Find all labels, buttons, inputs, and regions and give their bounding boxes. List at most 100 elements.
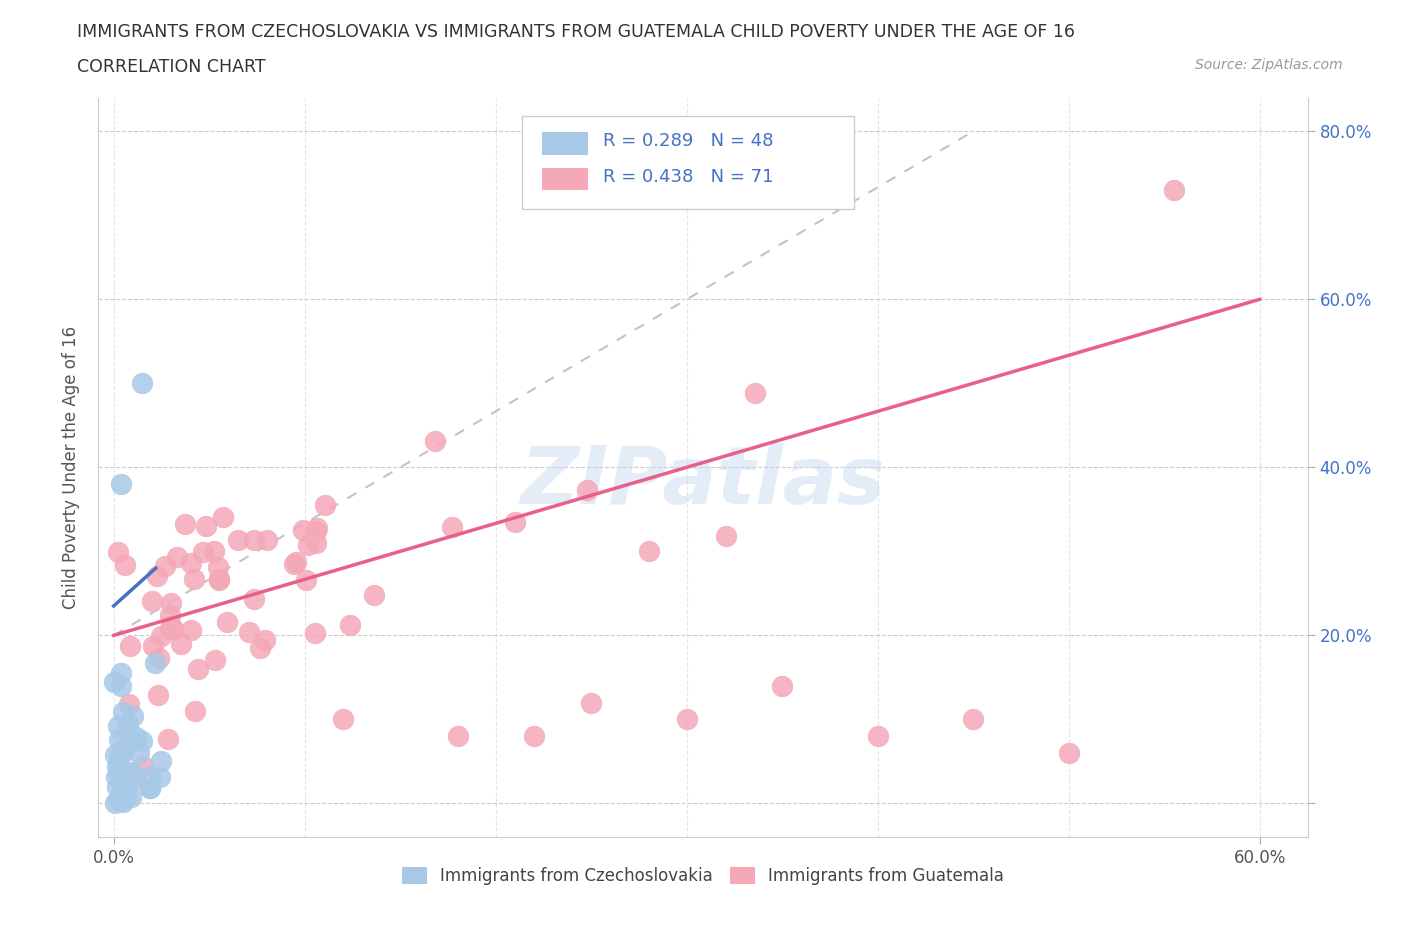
Point (1057, 746, 1080, 761)
Point (297, 538, 319, 552)
Point (423, 433, 446, 448)
Point (314, 498, 336, 512)
Point (107, 791, 129, 806)
Point (111, 782, 134, 797)
FancyBboxPatch shape (522, 116, 855, 208)
Point (283, 556, 305, 571)
Point (110, 678, 132, 693)
Point (120, 639, 142, 654)
Point (217, 615, 239, 630)
Point (108, 793, 131, 808)
Point (105, 758, 128, 773)
Point (105, 779, 128, 794)
Point (108, 764, 131, 779)
Point (120, 790, 142, 804)
Point (174, 516, 197, 531)
Point (114, 764, 136, 779)
Point (962, 712, 984, 727)
Point (226, 533, 249, 548)
Point (115, 770, 138, 785)
Point (238, 625, 260, 640)
Point (112, 774, 135, 789)
Legend: Immigrants from Czechoslovakia, Immigrants from Guatemala: Immigrants from Czechoslovakia, Immigran… (395, 860, 1011, 892)
Point (156, 731, 179, 746)
Text: R = 0.438   N = 71: R = 0.438 N = 71 (603, 167, 773, 186)
Point (446, 729, 468, 744)
Point (120, 728, 142, 743)
Point (124, 768, 146, 783)
Point (150, 753, 173, 768)
Point (211, 509, 233, 524)
Point (128, 746, 150, 761)
Point (770, 678, 793, 693)
Point (187, 661, 209, 676)
Point (112, 778, 135, 793)
Point (150, 628, 173, 643)
Point (305, 524, 328, 538)
Point (503, 515, 526, 530)
Point (170, 636, 193, 651)
Point (160, 618, 183, 633)
Point (339, 618, 361, 632)
Y-axis label: Child Poverty Under the Age of 16: Child Poverty Under the Age of 16 (62, 326, 80, 609)
Point (292, 523, 315, 538)
Point (104, 748, 127, 763)
Point (159, 608, 181, 623)
Point (114, 739, 136, 754)
Point (332, 712, 354, 727)
Point (122, 773, 145, 788)
Point (112, 794, 135, 809)
Point (1163, 182, 1185, 197)
Point (110, 789, 132, 804)
Point (866, 729, 889, 744)
Point (104, 796, 127, 811)
Point (183, 571, 205, 586)
Point (576, 482, 599, 497)
Point (305, 521, 328, 536)
Point (139, 769, 162, 784)
Point (304, 626, 326, 641)
Point (143, 655, 166, 670)
Text: ZIPatlas: ZIPatlas (520, 443, 886, 521)
Point (131, 376, 153, 391)
Bar (543, 132, 588, 154)
Point (305, 536, 328, 551)
Point (441, 520, 464, 535)
Point (122, 709, 145, 724)
Point (159, 621, 181, 636)
Text: Source: ZipAtlas.com: Source: ZipAtlas.com (1195, 58, 1343, 72)
Point (744, 386, 766, 401)
Point (184, 703, 207, 718)
Point (107, 544, 129, 559)
Point (131, 734, 153, 749)
Point (104, 770, 127, 785)
Point (180, 623, 202, 638)
Point (294, 573, 316, 588)
Point (115, 790, 138, 805)
Point (112, 774, 135, 789)
Point (110, 749, 132, 764)
Point (146, 687, 169, 702)
Point (193, 545, 215, 560)
Point (110, 477, 132, 492)
Point (132, 759, 155, 774)
Point (118, 697, 141, 711)
Point (114, 558, 136, 573)
Point (207, 573, 229, 588)
Point (107, 719, 129, 734)
Point (120, 764, 142, 779)
Point (243, 533, 266, 548)
Point (142, 639, 165, 654)
Point (581, 695, 603, 710)
Point (112, 781, 135, 796)
Point (155, 559, 177, 574)
Point (284, 555, 307, 570)
Text: CORRELATION CHART: CORRELATION CHART (77, 58, 266, 75)
Point (148, 769, 170, 784)
Point (112, 744, 135, 759)
Point (256, 532, 278, 547)
Point (714, 528, 737, 543)
Point (139, 780, 162, 795)
Point (194, 518, 217, 533)
Text: R = 0.289   N = 48: R = 0.289 N = 48 (603, 132, 773, 151)
